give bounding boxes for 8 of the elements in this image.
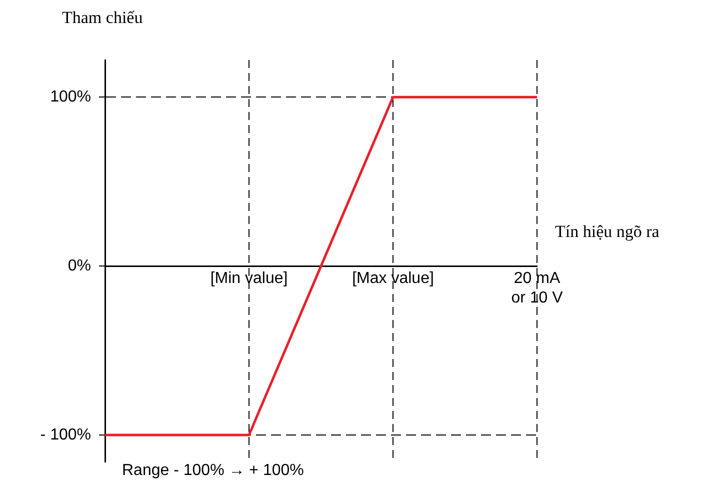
x-axis-title: Tín hiệu ngõ ra <box>555 222 660 242</box>
annotation: Range - 100% → + 100% <box>122 462 304 480</box>
y-tick-label: 100% <box>50 88 91 106</box>
x-tick-label: [Max value] <box>352 270 434 288</box>
y-tick-label: 0% <box>68 257 91 274</box>
y-axis-title: Tham chiếu <box>62 8 143 28</box>
x-tick-label: [Min value] <box>210 270 288 288</box>
y-tick-label: - 100% <box>40 426 91 444</box>
